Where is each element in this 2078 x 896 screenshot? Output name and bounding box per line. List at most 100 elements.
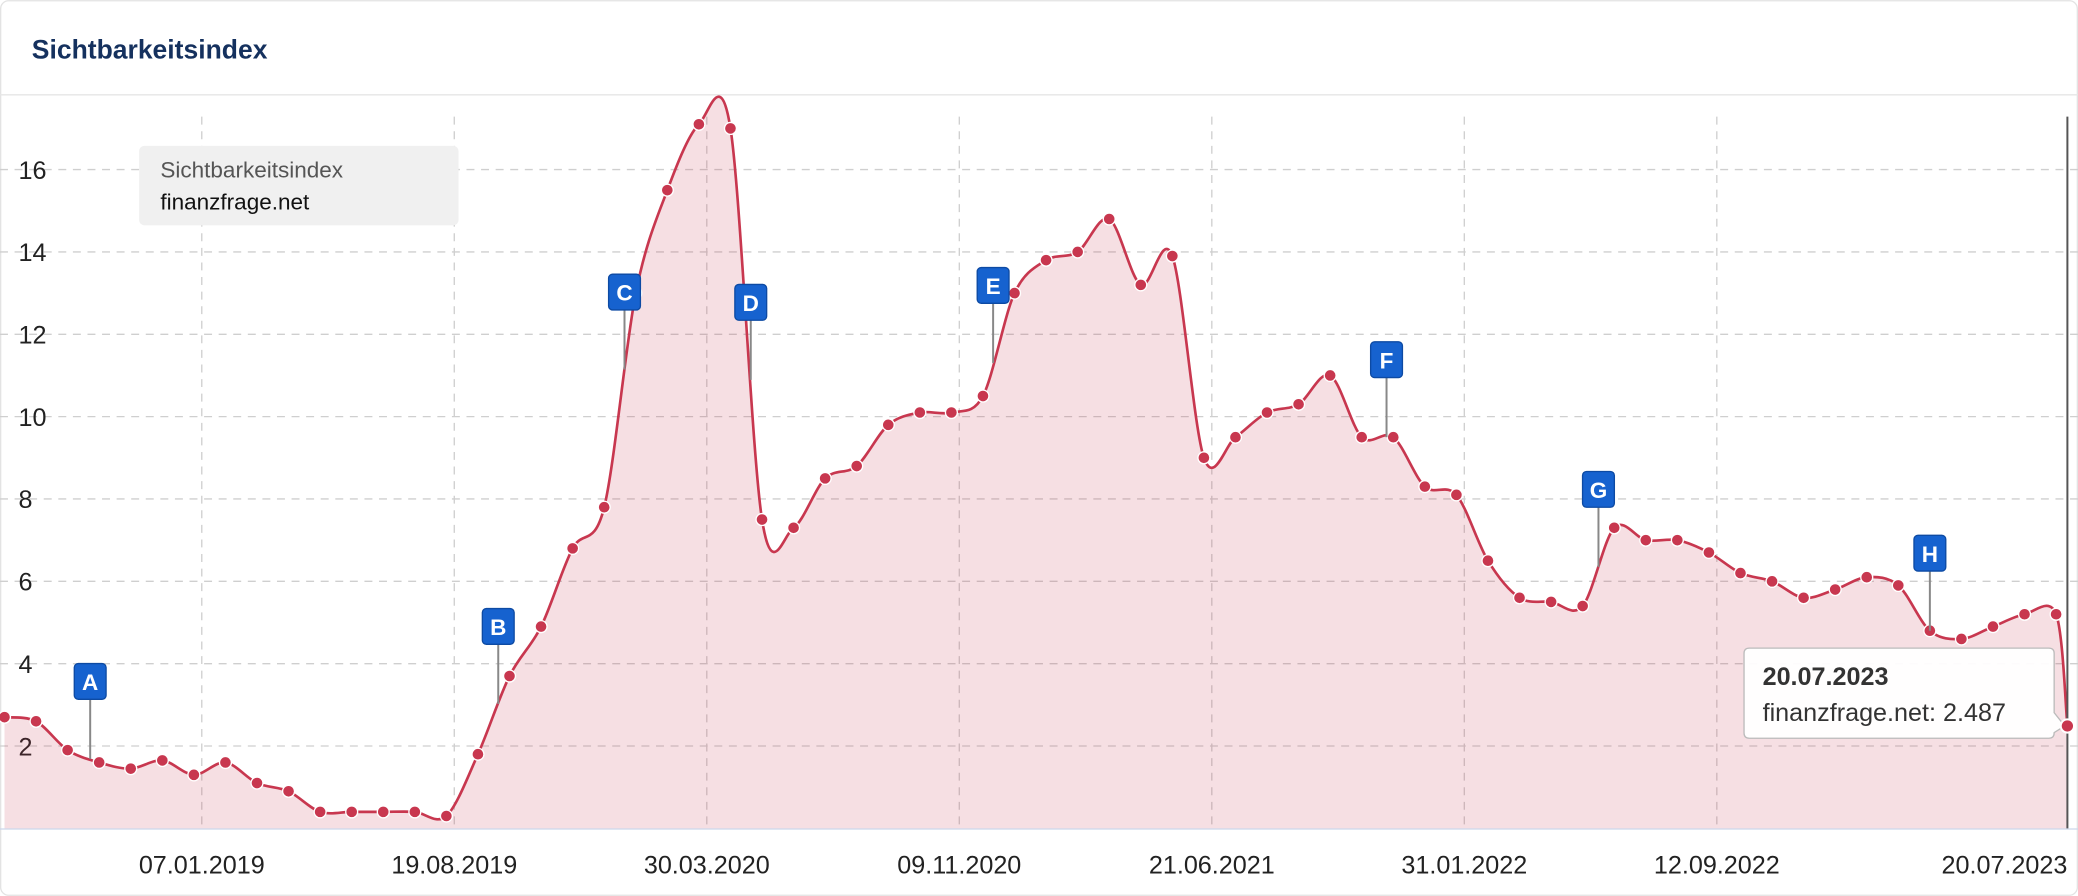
point [692,117,706,131]
tooltip-sep: : [1929,699,1943,727]
point [1954,632,1969,646]
point [1355,430,1369,444]
point [408,805,422,819]
point [155,753,169,768]
point [250,776,264,790]
legend-box [139,145,459,226]
x-tick-label: 20.07.2023 [1941,851,2067,879]
point [0,710,12,724]
point [1607,521,1621,535]
point [187,768,201,782]
point [534,619,548,634]
point [1323,368,1337,383]
y-tick-label: 10 [19,404,47,432]
point [1386,430,1400,444]
tooltip-number: 2.487 [1943,699,2006,727]
y-tick-label: 16 [19,157,47,185]
point [755,512,769,527]
annotation-flag [1913,534,1947,572]
point [1860,570,1874,584]
point [1670,533,1684,547]
point [723,121,738,136]
point [29,714,43,728]
point [502,669,517,683]
x-tick-label: 21.06.2021 [1149,851,1275,879]
annotation-label: C [616,281,632,306]
point [1796,591,1811,605]
point [660,183,674,197]
annotation-label: F [1380,348,1394,373]
x-tick-label: 30.03.2020 [644,851,770,879]
annotation-label: D [743,291,759,316]
point [1102,212,1116,226]
point [1765,574,1779,588]
tooltip-value: finanzfrage.net: 2.487 [1763,699,2006,727]
point [218,755,233,770]
point [1197,451,1211,465]
y-tick-label: 14 [19,239,47,267]
point [2049,607,2063,621]
point [786,521,801,535]
annotation-flag [734,283,768,321]
y-tick-label: 12 [19,322,47,350]
point [281,784,296,798]
point [439,809,454,823]
hover-point [2059,718,2076,734]
annotation-flag [607,273,642,311]
point [1260,405,1274,420]
annotation-label: B [490,615,506,640]
point [597,500,611,514]
point [1165,249,1179,263]
point [944,405,959,420]
y-tick-label: 6 [19,569,33,597]
point [1891,578,1905,593]
point [471,747,485,761]
point [1512,591,1527,605]
point [1134,278,1148,292]
point [976,389,990,403]
annotation-label: H [1922,542,1938,567]
annotation-flag [976,266,1010,304]
legend-title: Sichtbarkeitsindex [160,158,343,183]
point [1702,545,1716,560]
point [1828,582,1842,597]
point [92,755,106,770]
point [2017,607,2032,621]
point [1291,397,1306,411]
point [1228,430,1243,444]
y-tick-label: 8 [19,486,33,514]
annotation-label: G [1590,478,1608,503]
point [881,418,895,432]
point [1449,488,1464,502]
point [1071,245,1085,259]
x-tick-label: 09.11.2020 [897,851,1021,879]
point [345,805,359,819]
point [566,541,580,556]
point [1986,619,2000,634]
point [1639,533,1653,547]
y-tick-label: 4 [19,651,33,679]
point [913,405,927,420]
point [1733,566,1748,580]
point [1481,554,1495,568]
chart-title: Sichtbarkeitsindex [32,34,268,64]
tooltip-box [1743,647,2066,739]
x-tick-label: 19.08.2019 [391,851,517,879]
point [818,471,832,486]
annotation-label: A [82,670,98,695]
y-tick-label: 2 [19,733,33,761]
point [376,805,390,819]
point [1544,595,1558,609]
point [61,743,75,757]
annotation-label: E [986,274,1001,299]
point [124,762,138,776]
x-tick-label: 07.01.2019 [139,851,265,879]
tooltip-series: finanzfrage.net [1763,699,1929,727]
point [313,805,327,819]
legend-series: finanzfrage.net [160,189,310,214]
point [1576,599,1590,613]
annotation-flag [1581,470,1616,508]
point [1039,253,1053,267]
annotation-flag [73,662,107,700]
